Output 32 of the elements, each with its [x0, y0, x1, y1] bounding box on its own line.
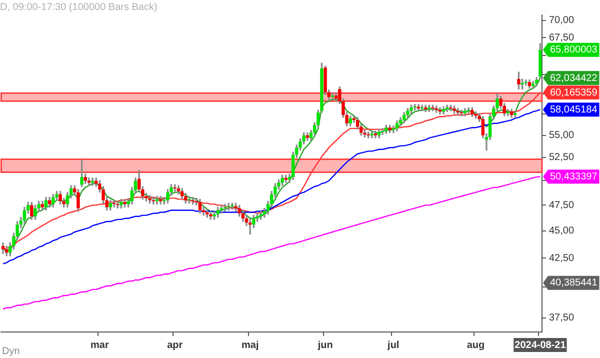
x-tick-label: jun: [316, 340, 333, 351]
candlestick: [87, 178, 91, 186]
candlestick: [420, 104, 424, 112]
candlestick: [155, 196, 159, 205]
text: 40,385441: [550, 278, 598, 289]
y-tick-label: 45,00: [549, 226, 574, 237]
candlestick: [374, 130, 378, 138]
y-tick-label: 67,50: [549, 32, 574, 44]
text: 50,433397: [550, 171, 598, 182]
y-tick-label: 52,50: [549, 152, 574, 164]
text: 58,045184: [550, 104, 598, 116]
x-tick-label: maj: [242, 340, 259, 351]
text: Dyn: [2, 346, 20, 357]
candlestick: [112, 200, 116, 208]
candlestick: [284, 174, 288, 183]
x-tick-label: aug: [466, 340, 485, 351]
y-tick-label: 55,00: [549, 130, 574, 142]
text: 62,034422: [550, 72, 598, 84]
y-tick-label: 42,50: [549, 252, 574, 264]
y-tick-label: 47,50: [549, 200, 574, 211]
x-tick-label: 2024-08-21: [514, 340, 566, 351]
x-tick-label: mar: [90, 340, 109, 351]
chart-title: D, 09:00-17:30 (100000 Bars Back): [0, 2, 158, 13]
candlestick: [90, 178, 94, 186]
text: 60,165359: [550, 87, 598, 98]
x-tick-label: apr: [167, 340, 183, 351]
y-tick-label: 37,50: [549, 312, 574, 324]
y-tick-label: 70,00: [549, 15, 574, 26]
text: 65,800003: [550, 44, 598, 56]
candlestick: [223, 204, 227, 212]
candlestick: [220, 204, 224, 214]
x-tick-label: jul: [386, 340, 400, 351]
